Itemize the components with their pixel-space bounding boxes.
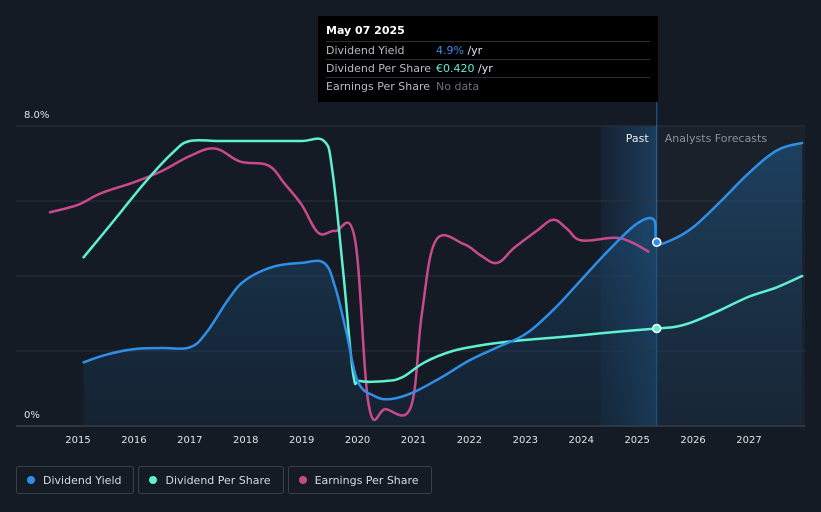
x-tick-label: 2016 xyxy=(121,435,146,446)
tooltip-row-dividend-yield: Dividend Yield 4.9% /yr xyxy=(326,41,650,59)
legend-label: Earnings Per Share xyxy=(314,473,419,487)
hover-tooltip: May 07 2025 Dividend Yield 4.9% /yr Divi… xyxy=(318,16,658,102)
tooltip-label: Dividend Yield xyxy=(326,44,405,57)
past-label: Past xyxy=(626,132,650,145)
forecast-label: Analysts Forecasts xyxy=(665,132,768,145)
data-point-marker xyxy=(651,237,662,247)
tooltip-label: Earnings Per Share xyxy=(326,80,431,93)
series-line-dividend-per-share xyxy=(82,137,804,386)
x-tick-label: 2024 xyxy=(569,435,594,446)
legend-dot-icon xyxy=(298,476,307,484)
series-line-earnings-per-share xyxy=(48,147,650,422)
legend-dot-icon xyxy=(149,476,158,484)
x-tick-label: 2015 xyxy=(65,435,90,446)
tooltip-value: No data xyxy=(436,80,480,93)
x-tick-label: 2021 xyxy=(401,435,426,446)
data-point-marker xyxy=(651,323,662,334)
x-tick-label: 2023 xyxy=(513,435,538,446)
x-tick-label: 2026 xyxy=(680,435,705,446)
tooltip-unit: /yr xyxy=(474,62,493,75)
tooltip-unit: /yr xyxy=(463,44,483,57)
x-tick-label: 2020 xyxy=(345,435,370,446)
tooltip-date: May 07 2025 xyxy=(326,24,405,37)
tooltip-value: €0.420 xyxy=(436,62,475,75)
tooltip-row-dividend-per-share: Dividend Per Share €0.420 /yr xyxy=(326,59,650,77)
tooltip-row-earnings-per-share: Earnings Per Share No data xyxy=(326,77,650,95)
legend-item-dividend-yield[interactable]: Dividend Yield xyxy=(16,466,135,494)
chart-legend: Dividend Yield Dividend Per Share Earnin… xyxy=(16,466,432,494)
x-tick-label: 2027 xyxy=(736,435,761,446)
x-tick-label: 2019 xyxy=(289,435,314,446)
tooltip-label: Dividend Per Share xyxy=(326,62,432,75)
tooltip-value: 4.9% xyxy=(436,44,464,57)
x-tick-label: 2017 xyxy=(177,435,202,446)
legend-label: Dividend Per Share xyxy=(165,473,271,487)
legend-dot-icon xyxy=(27,476,35,484)
x-tick-label: 2025 xyxy=(624,435,649,446)
y-tick-label-zero: 0% xyxy=(24,410,40,421)
series-line-dividend-yield xyxy=(82,141,804,401)
legend-item-dividend-per-share[interactable]: Dividend Per Share xyxy=(138,466,284,494)
x-tick-label: 2018 xyxy=(233,435,258,446)
y-tick-label-top: 8.0% xyxy=(24,110,49,121)
x-tick-label: 2022 xyxy=(457,435,482,446)
series-area-dividend-yield xyxy=(83,142,803,426)
legend-item-earnings-per-share[interactable]: Earnings Per Share xyxy=(287,466,432,494)
legend-label: Dividend Yield xyxy=(43,473,122,487)
